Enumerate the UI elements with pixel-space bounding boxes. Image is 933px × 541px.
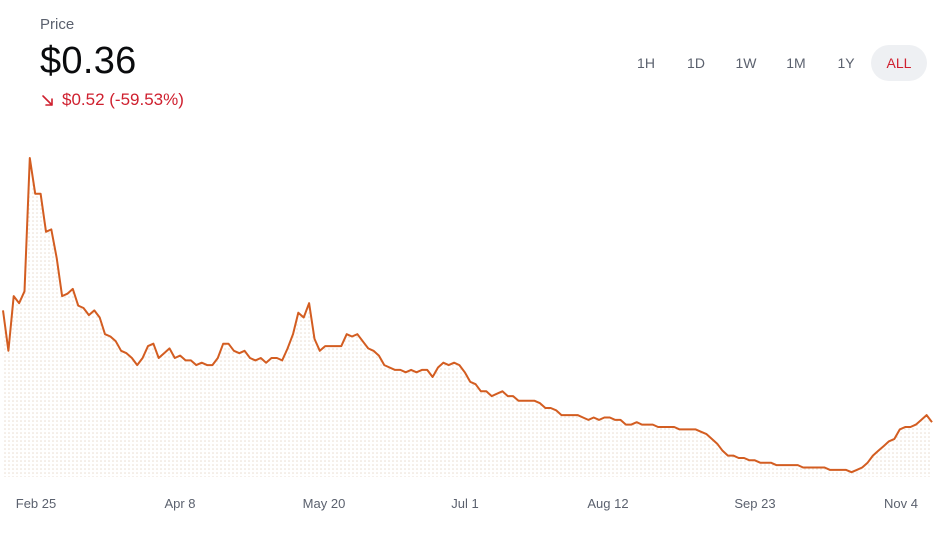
x-tick-label: Sep 23 [734, 496, 775, 511]
price-change-value: $0.52 (-59.53%) [62, 90, 184, 109]
x-tick-label: May 20 [303, 496, 346, 511]
range-1w-button[interactable]: 1W [735, 55, 757, 71]
price-chart: Feb 25 Apr 8 May 20 Jul 1 Aug 12 Sep 23 Nov 4 [2, 157, 933, 511]
x-tick-label: Nov 4 [884, 496, 918, 511]
current-price: $0.36 [40, 40, 137, 82]
range-all-button[interactable]: ALL [871, 45, 927, 81]
x-tick-label: Aug 12 [587, 496, 628, 511]
price-label: Price [40, 16, 75, 33]
x-axis: Feb 25 Apr 8 May 20 Jul 1 Aug 12 Sep 23 Nov 4 [16, 496, 918, 511]
range-1y-button[interactable]: 1Y [837, 55, 855, 71]
trend-down-arrow-icon [42, 95, 53, 106]
x-tick-label: Jul 1 [451, 496, 478, 511]
price-change: $0.52 (-59.53%) [40, 90, 184, 110]
range-1m-button[interactable]: 1M [786, 55, 806, 71]
range-1d-button[interactable]: 1D [687, 55, 705, 71]
x-tick-label: Apr 8 [164, 496, 195, 511]
price-area-fill [3, 158, 932, 477]
range-1h-button[interactable]: 1H [637, 55, 655, 71]
x-tick-label: Feb 25 [16, 496, 56, 511]
time-range-selector: 1H 1D 1W 1M 1Y ALL [621, 45, 927, 81]
price-line [2, 157, 933, 474]
